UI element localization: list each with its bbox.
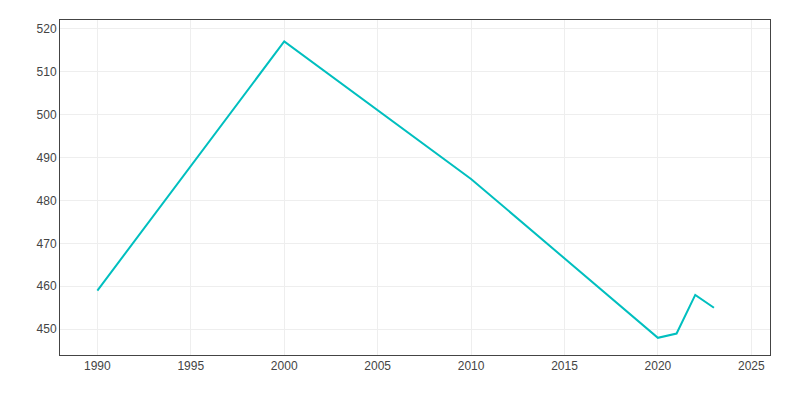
svg-text:2000: 2000 (271, 359, 298, 373)
svg-text:460: 460 (37, 279, 57, 293)
svg-text:2025: 2025 (738, 359, 765, 373)
svg-text:510: 510 (37, 65, 57, 79)
svg-text:2015: 2015 (551, 359, 578, 373)
svg-text:470: 470 (37, 237, 57, 251)
svg-text:490: 490 (37, 151, 57, 165)
svg-text:2005: 2005 (364, 359, 391, 373)
svg-text:450: 450 (37, 322, 57, 336)
svg-text:500: 500 (37, 108, 57, 122)
svg-text:2020: 2020 (645, 359, 672, 373)
svg-text:1995: 1995 (177, 359, 204, 373)
svg-text:520: 520 (37, 22, 57, 36)
svg-text:480: 480 (37, 194, 57, 208)
svg-text:1990: 1990 (84, 359, 111, 373)
svg-text:2010: 2010 (458, 359, 485, 373)
